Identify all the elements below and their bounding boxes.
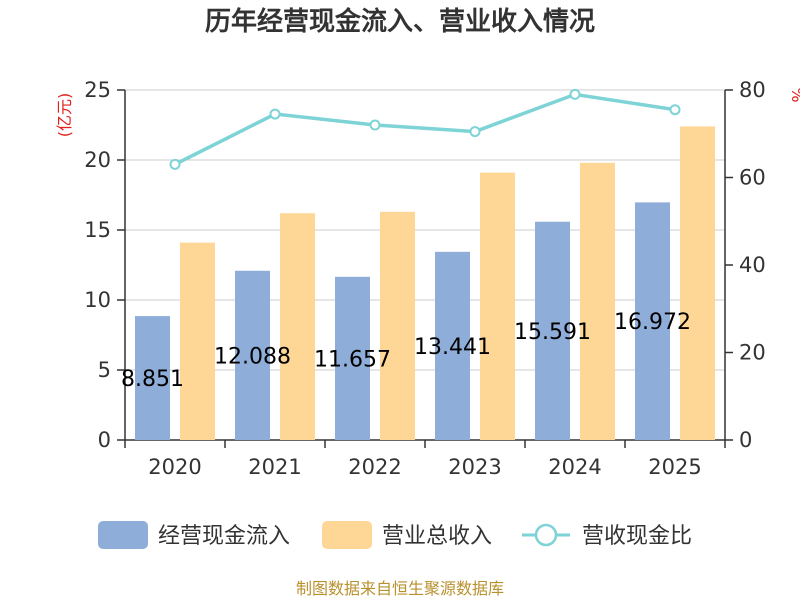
legend-label-cash-inflow: 经营现金流入	[158, 524, 290, 549]
y-tick-label-right: 40	[739, 253, 766, 277]
source-text: 制图数据来自恒生聚源数据库	[296, 579, 504, 598]
line-point	[369, 119, 381, 131]
x-tick-label: 2025	[648, 455, 701, 479]
bar-cash-inflow	[635, 202, 670, 440]
x-tick-label: 2023	[448, 455, 501, 479]
bar-cash-inflow	[535, 221, 570, 440]
bar-revenue	[380, 211, 415, 440]
bar-data-label: 16.972	[614, 310, 691, 335]
bar-cash-inflow	[335, 276, 370, 440]
bar-cash-inflow	[135, 316, 170, 440]
chart-title: 历年经营现金流入、营业收入情况	[205, 6, 595, 37]
legend-label-cash-ratio: 营收现金比	[582, 524, 692, 549]
bar-revenue	[680, 126, 715, 441]
line-point	[269, 108, 281, 120]
y-tick-label-left: 10	[84, 288, 111, 312]
line-point	[669, 104, 681, 116]
bar-data-label: 13.441	[414, 335, 491, 360]
y-tick-label-left: 15	[84, 218, 111, 242]
line-cash-ratio	[174, 92, 676, 166]
bar-revenue	[180, 242, 215, 440]
line-point	[569, 88, 581, 100]
legend-swatch-cash-inflow	[98, 521, 148, 549]
y-tick-label-left: 25	[84, 78, 111, 102]
bar-data-label: 15.591	[514, 320, 591, 345]
x-tick-label: 2021	[248, 455, 301, 479]
y-tick-label-right: 80	[739, 78, 766, 102]
legend-marker-cash-ratio	[534, 523, 558, 547]
legend-label-revenue: 营业总收入	[382, 524, 492, 549]
bar-revenue	[480, 172, 515, 440]
x-tick-label: 2020	[148, 455, 201, 479]
bar-revenue	[280, 213, 315, 440]
y-tick-label-right: 60	[739, 166, 766, 190]
bar-cash-inflow	[235, 270, 270, 440]
y-tick-label-left: 0	[98, 428, 111, 452]
legend-swatch-revenue	[322, 521, 372, 549]
y-tick-label-right: 20	[739, 341, 766, 365]
bar-data-label: 12.088	[214, 344, 291, 369]
y-axis-label-right: %	[788, 87, 800, 102]
y-tick-label-left: 20	[84, 148, 111, 172]
y-axis-label-left: (亿元)	[55, 93, 74, 138]
bar-data-label: 11.657	[314, 347, 391, 372]
line-point	[169, 158, 181, 170]
bar-cash-inflow	[435, 251, 470, 440]
x-tick-label: 2024	[548, 455, 601, 479]
y-tick-label-right: 0	[739, 428, 752, 452]
x-tick-label: 2022	[348, 455, 401, 479]
bar-revenue	[580, 162, 615, 441]
y-tick-label-left: 5	[98, 358, 111, 382]
bar-data-label: 8.851	[121, 367, 184, 392]
line-point	[469, 126, 481, 138]
